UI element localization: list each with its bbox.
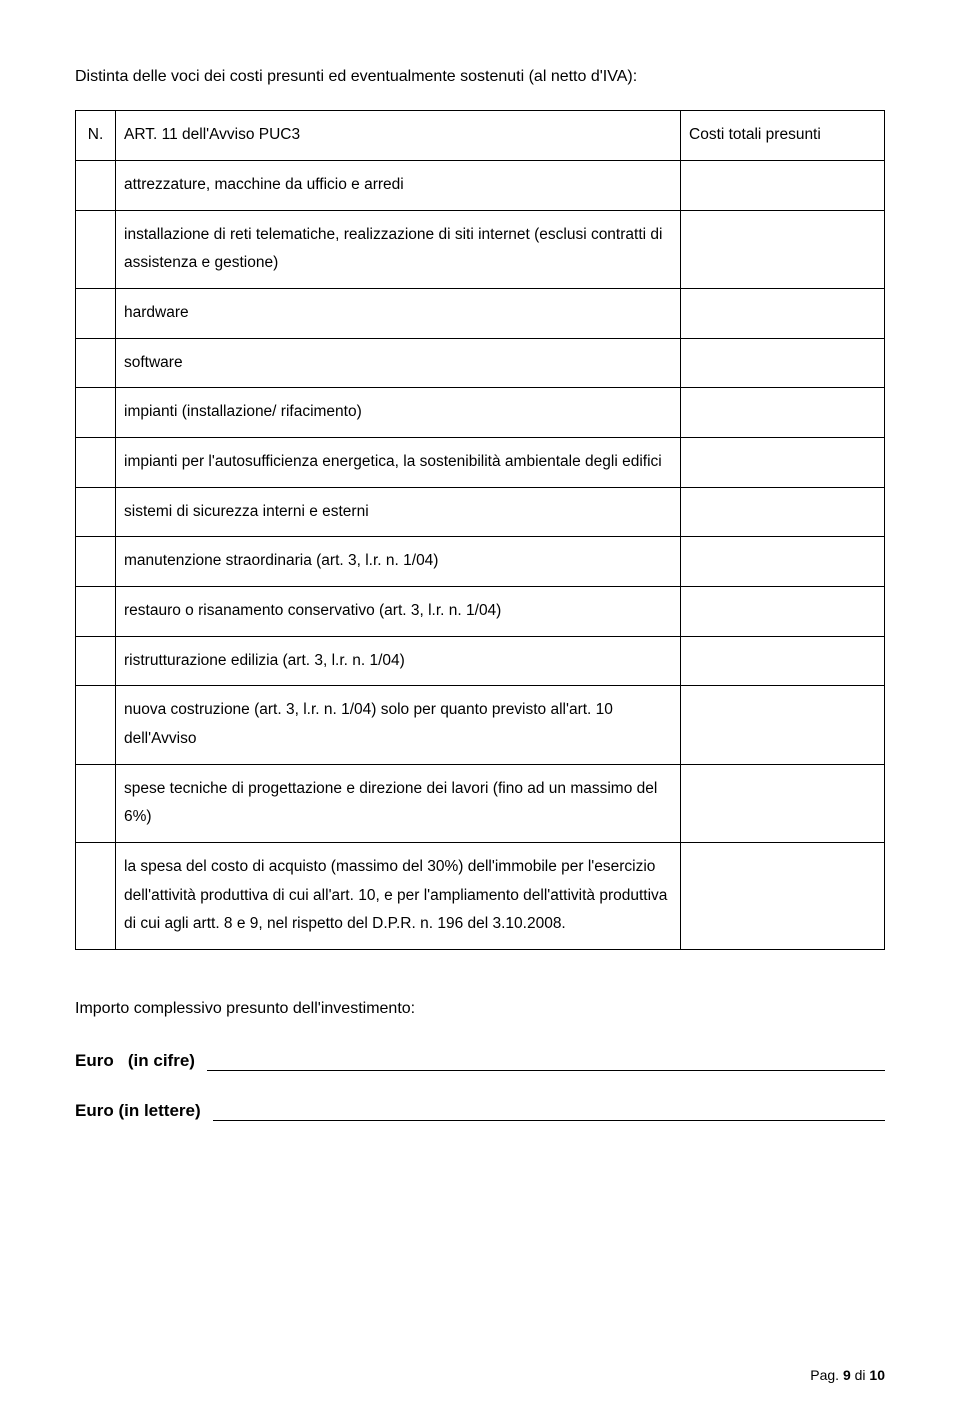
- page-total: 10: [869, 1367, 885, 1383]
- cell-cost: [681, 537, 885, 587]
- cell-cost: [681, 843, 885, 950]
- cell-label: restauro o risanamento conservativo (art…: [116, 587, 681, 637]
- header-art: ART. 11 dell'Avviso PUC3: [116, 111, 681, 161]
- page: Distinta delle voci dei costi presunti e…: [0, 0, 960, 1413]
- cell-label: manutenzione straordinaria (art. 3, l.r.…: [116, 537, 681, 587]
- cell-n: [76, 686, 116, 764]
- table-row: ristrutturazione edilizia (art. 3, l.r. …: [76, 636, 885, 686]
- cell-label: installazione di reti telematiche, reali…: [116, 210, 681, 288]
- cell-n: [76, 487, 116, 537]
- table-header-row: N. ART. 11 dell'Avviso PUC3 Costi totali…: [76, 111, 885, 161]
- cell-n: [76, 537, 116, 587]
- cell-label: software: [116, 338, 681, 388]
- euro-cifre-row: Euro (in cifre): [75, 1051, 885, 1071]
- cell-cost: [681, 764, 885, 842]
- cell-label: spese tecniche di progettazione e direzi…: [116, 764, 681, 842]
- euro-cifre-label: Euro (in cifre): [75, 1051, 195, 1071]
- header-cost: Costi totali presunti: [681, 111, 885, 161]
- cell-n: [76, 161, 116, 211]
- euro-lettere-line: [213, 1103, 885, 1121]
- cell-label: impianti per l'autosufficienza energetic…: [116, 438, 681, 488]
- table-row: manutenzione straordinaria (art. 3, l.r.…: [76, 537, 885, 587]
- cell-label: la spesa del costo di acquisto (massimo …: [116, 843, 681, 950]
- cell-label: hardware: [116, 289, 681, 339]
- cell-n: [76, 438, 116, 488]
- cell-n: [76, 289, 116, 339]
- cell-cost: [681, 161, 885, 211]
- page-current: 9: [843, 1367, 851, 1383]
- table-row: restauro o risanamento conservativo (art…: [76, 587, 885, 637]
- euro-lettere-label: Euro (in lettere): [75, 1101, 201, 1121]
- table-row: attrezzature, macchine da ufficio e arre…: [76, 161, 885, 211]
- cell-cost: [681, 289, 885, 339]
- cell-n: [76, 388, 116, 438]
- page-prefix: Pag.: [810, 1367, 843, 1383]
- page-number: Pag. 9 di 10: [810, 1367, 885, 1383]
- cell-cost: [681, 487, 885, 537]
- cell-n: [76, 764, 116, 842]
- cell-cost: [681, 210, 885, 288]
- euro-lettere-row: Euro (in lettere): [75, 1101, 885, 1121]
- intro-text: Distinta delle voci dei costi presunti e…: [75, 66, 885, 88]
- table-row: software: [76, 338, 885, 388]
- cell-n: [76, 636, 116, 686]
- cell-label: sistemi di sicurezza interni e esterni: [116, 487, 681, 537]
- cell-label: ristrutturazione edilizia (art. 3, l.r. …: [116, 636, 681, 686]
- header-n: N.: [76, 111, 116, 161]
- cost-table: N. ART. 11 dell'Avviso PUC3 Costi totali…: [75, 110, 885, 950]
- table-row: impianti (installazione/ rifacimento): [76, 388, 885, 438]
- cell-n: [76, 338, 116, 388]
- cell-cost: [681, 388, 885, 438]
- euro-cifre-line: [207, 1053, 885, 1071]
- table-row: installazione di reti telematiche, reali…: [76, 210, 885, 288]
- cell-cost: [681, 338, 885, 388]
- cell-cost: [681, 636, 885, 686]
- table-row: sistemi di sicurezza interni e esterni: [76, 487, 885, 537]
- cell-cost: [681, 686, 885, 764]
- cell-label: attrezzature, macchine da ufficio e arre…: [116, 161, 681, 211]
- cell-label: nuova costruzione (art. 3, l.r. n. 1/04)…: [116, 686, 681, 764]
- table-row: la spesa del costo di acquisto (massimo …: [76, 843, 885, 950]
- cell-cost: [681, 587, 885, 637]
- page-sep: di: [851, 1367, 870, 1383]
- cell-n: [76, 210, 116, 288]
- table-row: impianti per l'autosufficienza energetic…: [76, 438, 885, 488]
- table-row: hardware: [76, 289, 885, 339]
- footer-line: Importo complessivo presunto dell'invest…: [75, 998, 885, 1020]
- table-row: nuova costruzione (art. 3, l.r. n. 1/04)…: [76, 686, 885, 764]
- table-row: spese tecniche di progettazione e direzi…: [76, 764, 885, 842]
- cell-cost: [681, 438, 885, 488]
- cell-n: [76, 587, 116, 637]
- cell-n: [76, 843, 116, 950]
- cell-label: impianti (installazione/ rifacimento): [116, 388, 681, 438]
